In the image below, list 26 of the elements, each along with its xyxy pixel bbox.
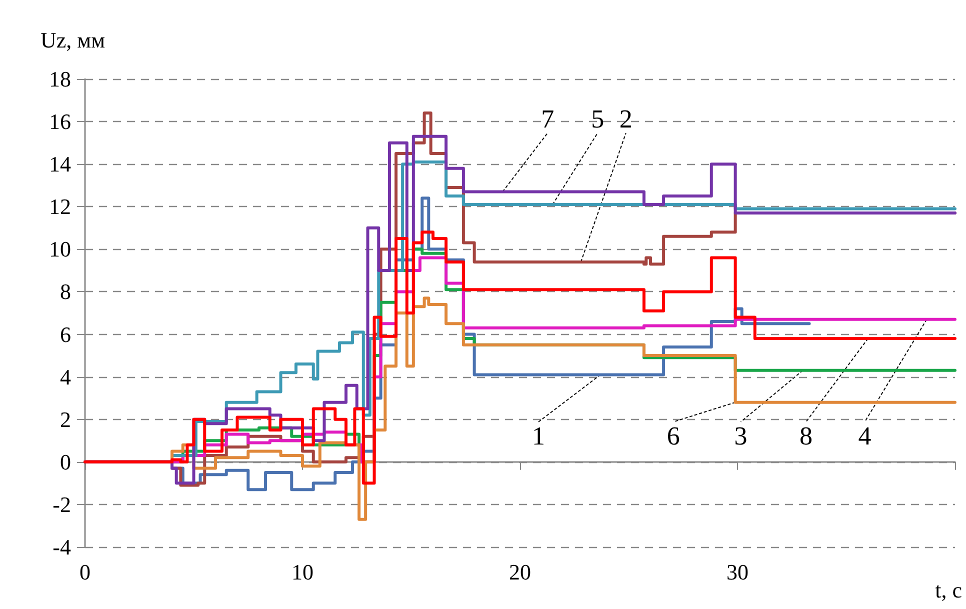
y-tick-label: -4	[52, 534, 71, 560]
y-tick-label: 0	[60, 449, 71, 474]
annotation: 2	[619, 104, 632, 134]
y-tick-label: 2	[60, 406, 71, 432]
annotation: 5	[591, 104, 604, 134]
x-axis-title: t, c	[935, 578, 962, 602]
annotation: 3	[734, 421, 748, 450]
y-tick-label: 8	[60, 279, 71, 304]
y-tick-label: 10	[49, 236, 71, 262]
x-tick-label: 0	[80, 560, 90, 584]
y-axis-title: Uz, мм	[40, 28, 106, 52]
x-tick-label: 10	[292, 560, 314, 584]
annotation: 1	[532, 421, 545, 450]
y-tick-label: 6	[60, 322, 71, 347]
y-tick-label: 4	[60, 364, 71, 390]
x-tick-label: 30	[726, 560, 748, 584]
annotation: 8	[800, 421, 812, 450]
y-tick-label: 16	[49, 109, 71, 134]
annotation: 6	[666, 421, 680, 450]
y-tick-label: -2	[52, 492, 71, 517]
annotation: 4	[858, 421, 872, 450]
x-tick-label: 20	[509, 560, 531, 584]
y-tick-label: 14	[49, 152, 71, 177]
y-tick-label: 12	[49, 194, 71, 220]
y-tick-label: 18	[49, 66, 71, 92]
annotation: 7	[541, 104, 554, 134]
